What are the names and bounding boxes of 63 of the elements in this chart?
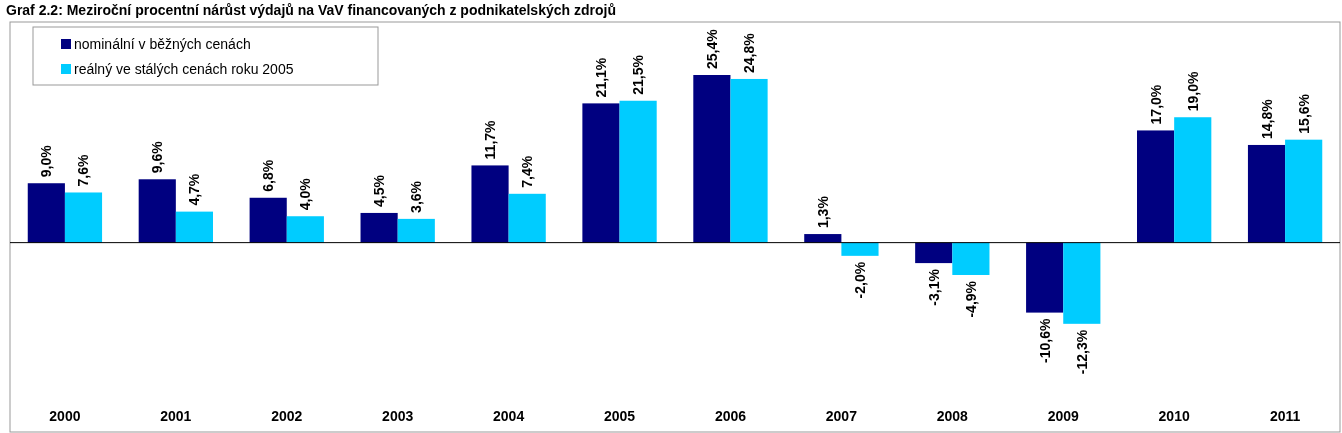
bar bbox=[27, 183, 65, 243]
bar bbox=[1026, 242, 1064, 313]
legend-label: reálný ve stálých cenách roku 2005 bbox=[74, 61, 294, 77]
bar bbox=[952, 242, 990, 275]
x-tick-label: 2009 bbox=[1047, 408, 1080, 424]
bar bbox=[841, 242, 879, 256]
data-label: -2,0% bbox=[851, 261, 868, 299]
data-label: 11,7% bbox=[482, 119, 499, 160]
bar bbox=[508, 193, 546, 243]
bar bbox=[1285, 139, 1323, 243]
bar bbox=[619, 100, 657, 243]
bar bbox=[249, 197, 287, 243]
x-tick-label: 2004 bbox=[493, 408, 525, 424]
data-label: 9,0% bbox=[38, 144, 55, 178]
data-label: 3,6% bbox=[408, 180, 425, 213]
data-label: 7,6% bbox=[75, 154, 92, 187]
data-label: 15,6% bbox=[1295, 93, 1312, 134]
data-label: 25,4% bbox=[703, 28, 720, 69]
x-tick-label: 2005 bbox=[603, 408, 636, 424]
data-label: 14,8% bbox=[1258, 98, 1275, 139]
data-label: 24,8% bbox=[741, 32, 758, 73]
x-tick-label: 2011 bbox=[1269, 408, 1301, 424]
data-label: -10,6% bbox=[1036, 318, 1053, 363]
data-label: 1,3% bbox=[814, 195, 831, 229]
bar bbox=[471, 165, 509, 243]
x-tick-label: 2008 bbox=[936, 408, 969, 424]
x-tick-label: 2000 bbox=[49, 408, 81, 424]
x-tick-label: 2003 bbox=[382, 408, 414, 424]
bar bbox=[64, 192, 103, 243]
data-label: -4,9% bbox=[962, 280, 979, 318]
bar bbox=[286, 216, 324, 243]
bar bbox=[360, 212, 398, 243]
data-label: 19,0% bbox=[1184, 70, 1201, 112]
x-tick-label: 2010 bbox=[1158, 408, 1190, 424]
bar bbox=[804, 234, 842, 243]
bar bbox=[582, 103, 620, 243]
data-label: 6,8% bbox=[260, 159, 277, 192]
x-tick-label: 2001 bbox=[160, 408, 192, 424]
x-tick-label: 2006 bbox=[714, 408, 747, 424]
data-label: 4,7% bbox=[186, 173, 203, 206]
data-label: 7,4% bbox=[519, 155, 536, 188]
data-label: 9,6% bbox=[149, 140, 166, 174]
bar bbox=[915, 242, 953, 264]
bar bbox=[1247, 144, 1286, 243]
bar bbox=[1063, 242, 1101, 324]
data-label: 4,0% bbox=[297, 177, 314, 211]
legend-label: nominální v běžných cenách bbox=[74, 36, 251, 52]
x-tick-label: 2002 bbox=[271, 408, 303, 424]
chart-title: Graf 2.2: Meziroční procentní nárůst výdajů na VaV financovaných z podnikatelských zdrojů bbox=[6, 2, 616, 18]
x-tick-label: 2007 bbox=[825, 408, 858, 424]
data-label: -12,3% bbox=[1073, 329, 1090, 375]
data-label: 17,0% bbox=[1147, 84, 1164, 125]
bar bbox=[730, 78, 768, 243]
data-label: 21,1% bbox=[592, 57, 609, 98]
bar bbox=[175, 211, 213, 243]
bar bbox=[1137, 130, 1175, 243]
bar bbox=[397, 218, 435, 243]
bar bbox=[693, 75, 731, 243]
bar bbox=[1174, 117, 1212, 243]
data-label: 21,5% bbox=[630, 54, 647, 95]
data-label: -3,1% bbox=[925, 268, 942, 306]
data-label: 4,5% bbox=[371, 174, 388, 207]
bar bbox=[138, 179, 176, 243]
